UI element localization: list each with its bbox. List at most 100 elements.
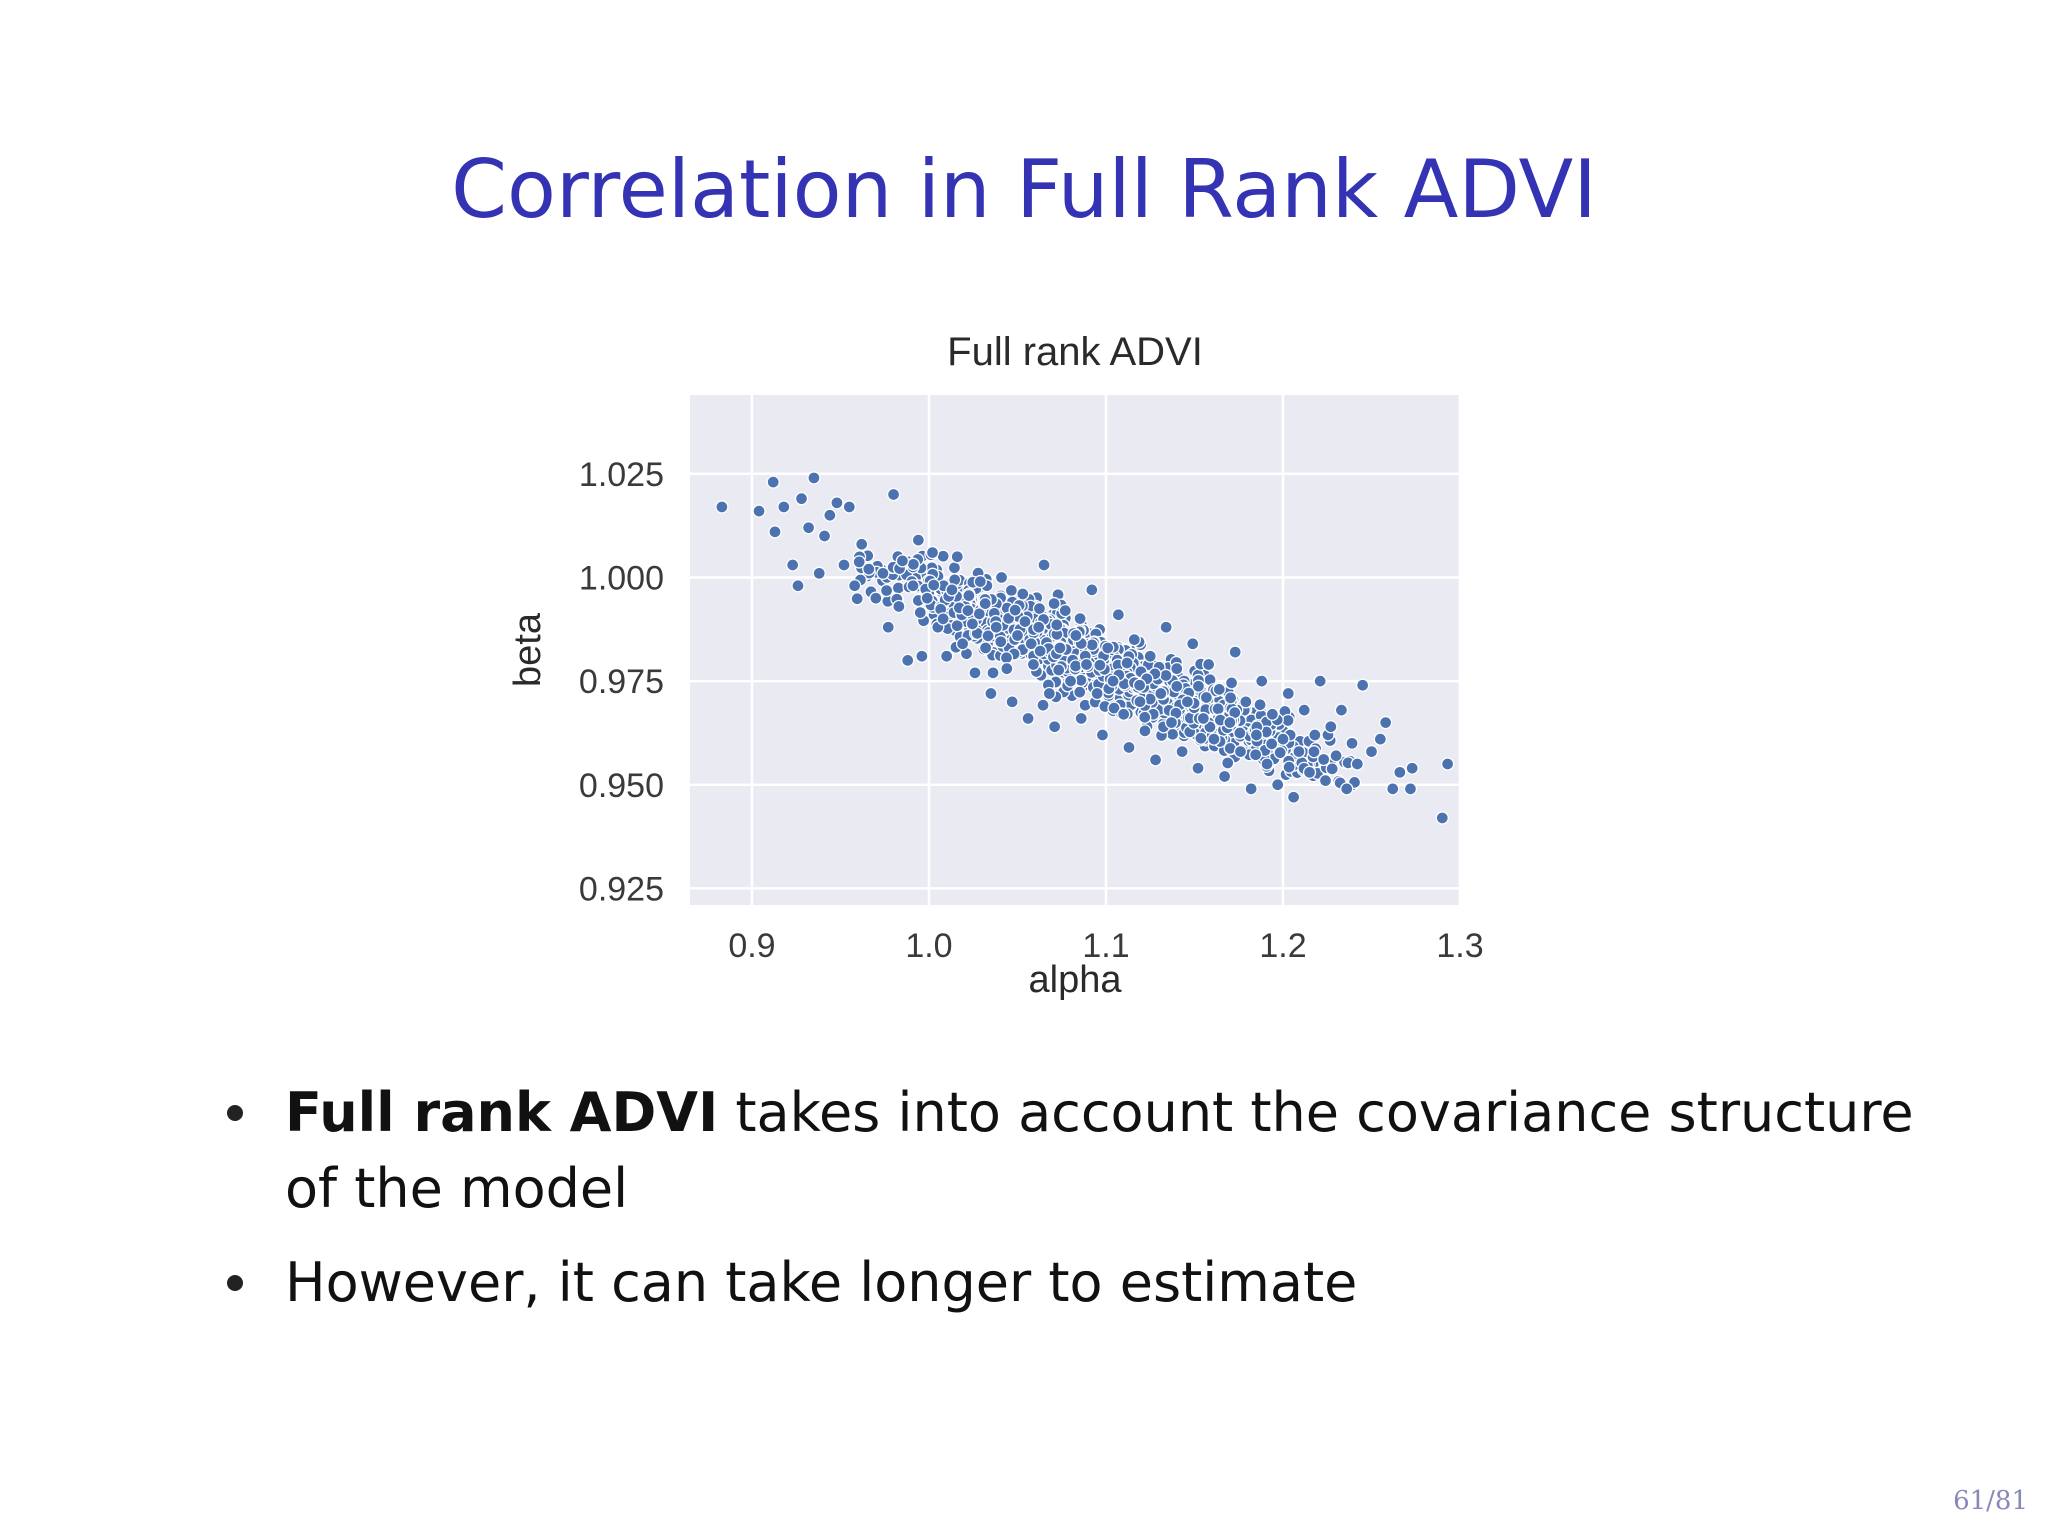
scatter-point	[1373, 732, 1387, 746]
scatter-point	[881, 620, 895, 634]
scatter-point	[766, 475, 780, 489]
scatter-point	[1273, 746, 1287, 760]
scatter-point	[1199, 690, 1214, 705]
scatter-point	[1217, 769, 1232, 784]
y-tick-label: 0.925	[579, 870, 664, 908]
scatter-point	[1334, 703, 1349, 717]
scatter-point	[1063, 674, 1078, 688]
scatter-point	[892, 599, 906, 614]
scatter-point	[1308, 728, 1322, 742]
scatter-point	[1085, 638, 1099, 652]
scatter-point	[1255, 674, 1269, 688]
y-axis-title: beta	[507, 612, 549, 687]
x-axis-title: alpha	[1029, 959, 1123, 1001]
scatter-point	[1008, 603, 1022, 617]
scatter-point	[1307, 745, 1321, 759]
scatter-point	[1265, 707, 1280, 721]
scatter-point	[1175, 744, 1189, 759]
scatter-point	[1297, 703, 1311, 717]
scatter-point	[965, 617, 980, 631]
scatter-point	[994, 570, 1009, 585]
scatter-point	[968, 666, 982, 680]
scatter-point	[999, 651, 1014, 665]
scatter-point	[1207, 732, 1221, 746]
scatter-point	[794, 492, 809, 506]
scatter-point	[842, 500, 856, 514]
x-tick-label: 1.2	[1259, 927, 1306, 965]
scatter-point	[1355, 678, 1370, 692]
scatter-point	[1159, 668, 1173, 683]
scatter-point	[715, 500, 729, 514]
scatter-point	[978, 596, 992, 611]
scatter-point	[1271, 778, 1285, 792]
scatter-point	[1143, 649, 1157, 663]
scatter-point	[1111, 608, 1126, 622]
scatter-point	[1249, 748, 1263, 762]
scatter-point	[1024, 637, 1038, 651]
scatter-point	[1186, 637, 1200, 651]
scatter-point	[936, 612, 950, 626]
scatter-point	[1313, 674, 1327, 688]
scatter-point	[1340, 782, 1354, 796]
scatter-point	[947, 561, 962, 575]
scatter-point	[1221, 756, 1235, 770]
scatter-point	[1018, 614, 1032, 629]
scatter-point	[1286, 790, 1301, 804]
scatter-point	[1281, 686, 1295, 701]
scatter-point	[850, 592, 864, 606]
scatter-point	[879, 583, 894, 598]
scatter-point	[1093, 658, 1107, 672]
scatter-point	[1138, 710, 1152, 724]
x-tick-label: 1.3	[1436, 927, 1483, 965]
scatter-point	[1318, 773, 1333, 788]
scatter-point	[1079, 657, 1094, 672]
scatter-point	[1282, 760, 1296, 774]
scatter-point	[1050, 618, 1064, 632]
scatter-point	[1364, 744, 1379, 759]
scatter-point	[950, 619, 964, 633]
scatter-point	[1276, 732, 1290, 746]
scatter-point	[989, 620, 1003, 634]
scatter-point	[1069, 628, 1083, 643]
scatter-point	[978, 641, 993, 655]
scatter-point	[1073, 611, 1087, 626]
scatter-point	[1170, 679, 1184, 694]
scatter-point	[1265, 737, 1279, 751]
scatter-point	[1036, 698, 1050, 712]
y-tick-label: 1.000	[579, 559, 664, 597]
scatter-point	[1223, 715, 1237, 730]
scatter-point	[986, 666, 1000, 680]
scatter-point	[1180, 695, 1195, 709]
scatter-point	[1095, 728, 1110, 742]
scatter-point	[1386, 782, 1400, 796]
scatter-point	[1074, 711, 1088, 726]
scatter-point	[752, 504, 766, 518]
x-tick-label: 1.1	[1082, 927, 1129, 965]
scatter-point	[1073, 685, 1087, 699]
scatter-point	[961, 603, 975, 618]
scatter-point	[1159, 620, 1173, 634]
scatter-point	[855, 537, 869, 551]
scatter-point	[1325, 762, 1339, 776]
scatter-point	[911, 533, 925, 547]
scatter-point	[962, 588, 976, 603]
y-tick-label: 0.975	[579, 663, 664, 701]
scatter-point	[1021, 711, 1035, 726]
scatter-point	[768, 525, 782, 539]
bullet-icon	[227, 1275, 243, 1291]
scatter-point	[1154, 686, 1168, 701]
scatter-point	[950, 550, 964, 564]
scatter-point	[1016, 587, 1030, 601]
y-tick-label: 1.025	[579, 456, 664, 494]
scatter-point	[1053, 641, 1067, 655]
scatter-point	[1244, 782, 1258, 796]
scatter-point	[925, 545, 940, 560]
scatter-point	[886, 487, 901, 502]
scatter-point	[817, 529, 832, 543]
scatter-point	[1026, 657, 1041, 672]
scatter-point	[1403, 782, 1418, 796]
scatter-point	[994, 635, 1008, 649]
scatter-point	[945, 583, 959, 597]
scatter-point	[895, 554, 910, 568]
scatter-point	[812, 566, 826, 580]
